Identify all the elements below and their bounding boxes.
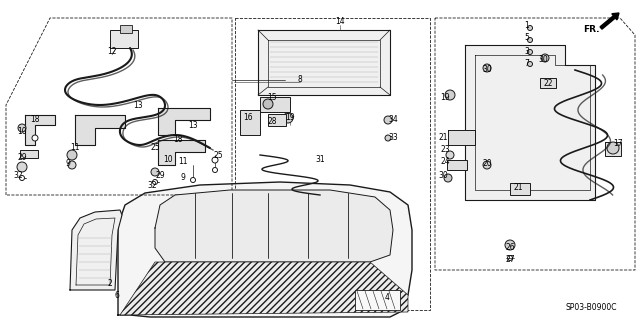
Text: 2: 2 (108, 278, 113, 287)
Text: 5: 5 (525, 33, 529, 41)
Text: 16: 16 (243, 113, 253, 122)
Text: 26: 26 (505, 243, 515, 253)
Text: 9: 9 (65, 159, 70, 167)
Text: 6: 6 (115, 291, 120, 300)
Text: 25: 25 (213, 151, 223, 160)
Circle shape (152, 180, 157, 184)
Polygon shape (258, 30, 390, 95)
Circle shape (191, 177, 195, 182)
Polygon shape (25, 115, 55, 145)
Polygon shape (70, 210, 122, 290)
Text: FR.: FR. (583, 26, 599, 34)
Bar (447, 160, 467, 170)
Text: 10: 10 (163, 155, 173, 165)
Text: 29: 29 (17, 153, 27, 162)
Text: 31: 31 (315, 155, 325, 165)
FancyArrow shape (600, 13, 619, 29)
Text: 11: 11 (179, 158, 188, 167)
Text: 32: 32 (147, 181, 157, 189)
Circle shape (505, 240, 515, 250)
Circle shape (527, 49, 532, 55)
Circle shape (483, 161, 491, 169)
Bar (120, 25, 132, 33)
Circle shape (385, 135, 391, 141)
Circle shape (19, 175, 24, 181)
Text: 18: 18 (30, 115, 40, 124)
Text: 9: 9 (180, 174, 186, 182)
Text: 13: 13 (188, 121, 198, 130)
Circle shape (67, 150, 77, 160)
Text: 1: 1 (525, 20, 529, 29)
Polygon shape (465, 45, 595, 200)
Polygon shape (75, 115, 125, 145)
Text: 21: 21 (438, 132, 448, 142)
Circle shape (17, 162, 27, 172)
Text: 8: 8 (298, 76, 302, 85)
Text: 4: 4 (385, 293, 389, 302)
Circle shape (527, 38, 532, 42)
Polygon shape (158, 108, 210, 135)
Circle shape (151, 168, 159, 176)
Polygon shape (155, 190, 393, 262)
Bar (510, 183, 530, 195)
Text: 14: 14 (335, 18, 345, 26)
Text: 17: 17 (613, 138, 623, 147)
Text: 30: 30 (438, 170, 448, 180)
Bar (240, 110, 260, 135)
Polygon shape (120, 262, 408, 315)
Text: 27: 27 (505, 256, 515, 264)
Text: 15: 15 (267, 93, 277, 102)
Text: 24: 24 (440, 158, 450, 167)
Circle shape (446, 151, 454, 159)
Text: 28: 28 (268, 116, 276, 125)
Text: 3: 3 (525, 48, 529, 56)
Polygon shape (158, 140, 205, 165)
Circle shape (32, 135, 38, 141)
Bar (260, 97, 290, 112)
Text: 33: 33 (388, 133, 398, 143)
Circle shape (283, 113, 293, 123)
Text: 30: 30 (482, 65, 492, 75)
Circle shape (212, 167, 218, 173)
Polygon shape (118, 182, 412, 317)
Text: 19: 19 (440, 93, 450, 101)
Text: 10: 10 (17, 128, 27, 137)
Text: 25: 25 (150, 144, 160, 152)
Circle shape (18, 124, 26, 132)
Text: 7: 7 (525, 58, 529, 68)
Circle shape (607, 142, 619, 154)
Circle shape (68, 161, 76, 169)
Text: 18: 18 (173, 136, 183, 145)
Text: SP03-B0900C: SP03-B0900C (565, 303, 616, 313)
Text: 29: 29 (155, 170, 165, 180)
Text: 12: 12 (108, 48, 116, 56)
Bar (20, 150, 38, 158)
Text: 23: 23 (440, 145, 450, 154)
Text: 22: 22 (543, 78, 553, 87)
Circle shape (527, 26, 532, 31)
Circle shape (483, 64, 491, 72)
Polygon shape (605, 142, 621, 156)
Text: 32: 32 (13, 170, 23, 180)
Text: 34: 34 (388, 115, 398, 124)
Circle shape (263, 99, 273, 109)
Text: 19: 19 (285, 114, 295, 122)
Text: 20: 20 (482, 159, 492, 167)
Text: 13: 13 (133, 100, 143, 109)
Bar (355, 290, 400, 310)
Text: 11: 11 (70, 144, 80, 152)
Bar (540, 78, 556, 88)
Polygon shape (448, 130, 475, 145)
Text: 30: 30 (538, 56, 548, 64)
Text: 21: 21 (513, 183, 523, 192)
Circle shape (445, 90, 455, 100)
Circle shape (508, 256, 513, 261)
Circle shape (527, 62, 532, 66)
Circle shape (212, 157, 218, 163)
Circle shape (541, 54, 549, 62)
Bar (110, 30, 138, 48)
Circle shape (384, 116, 392, 124)
Bar (268, 114, 286, 126)
Circle shape (444, 174, 452, 182)
